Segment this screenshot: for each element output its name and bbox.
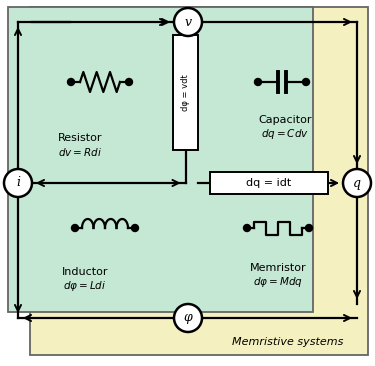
Text: $d\varphi = Ldi$: $d\varphi = Ldi$ <box>63 279 106 293</box>
Circle shape <box>255 78 261 86</box>
Text: $d\varphi = Mdq$: $d\varphi = Mdq$ <box>253 275 303 289</box>
Text: Inductor: Inductor <box>62 267 108 277</box>
Circle shape <box>132 224 138 232</box>
Circle shape <box>303 78 309 86</box>
Circle shape <box>243 224 250 232</box>
Bar <box>173 35 198 150</box>
Bar <box>8 7 313 312</box>
Text: Resistor: Resistor <box>58 133 102 143</box>
Text: Capacitor: Capacitor <box>258 115 312 125</box>
Text: Memristor: Memristor <box>250 263 306 273</box>
Circle shape <box>72 224 78 232</box>
Text: Memristive systems: Memristive systems <box>232 337 344 347</box>
Text: $dv = Rdi$: $dv = Rdi$ <box>58 146 102 158</box>
Circle shape <box>174 304 202 332</box>
Circle shape <box>4 169 32 197</box>
Text: dφ = vdt: dφ = vdt <box>181 74 190 111</box>
Circle shape <box>174 8 202 36</box>
Circle shape <box>343 169 371 197</box>
Text: φ: φ <box>184 311 192 325</box>
Text: i: i <box>16 176 20 190</box>
Text: dq = idt: dq = idt <box>246 178 292 188</box>
Text: q: q <box>353 176 361 190</box>
Circle shape <box>68 78 75 86</box>
Circle shape <box>306 224 312 232</box>
Text: $dq = Cdv$: $dq = Cdv$ <box>261 127 309 141</box>
Bar <box>210 172 328 194</box>
Text: v: v <box>184 15 192 29</box>
Circle shape <box>126 78 132 86</box>
